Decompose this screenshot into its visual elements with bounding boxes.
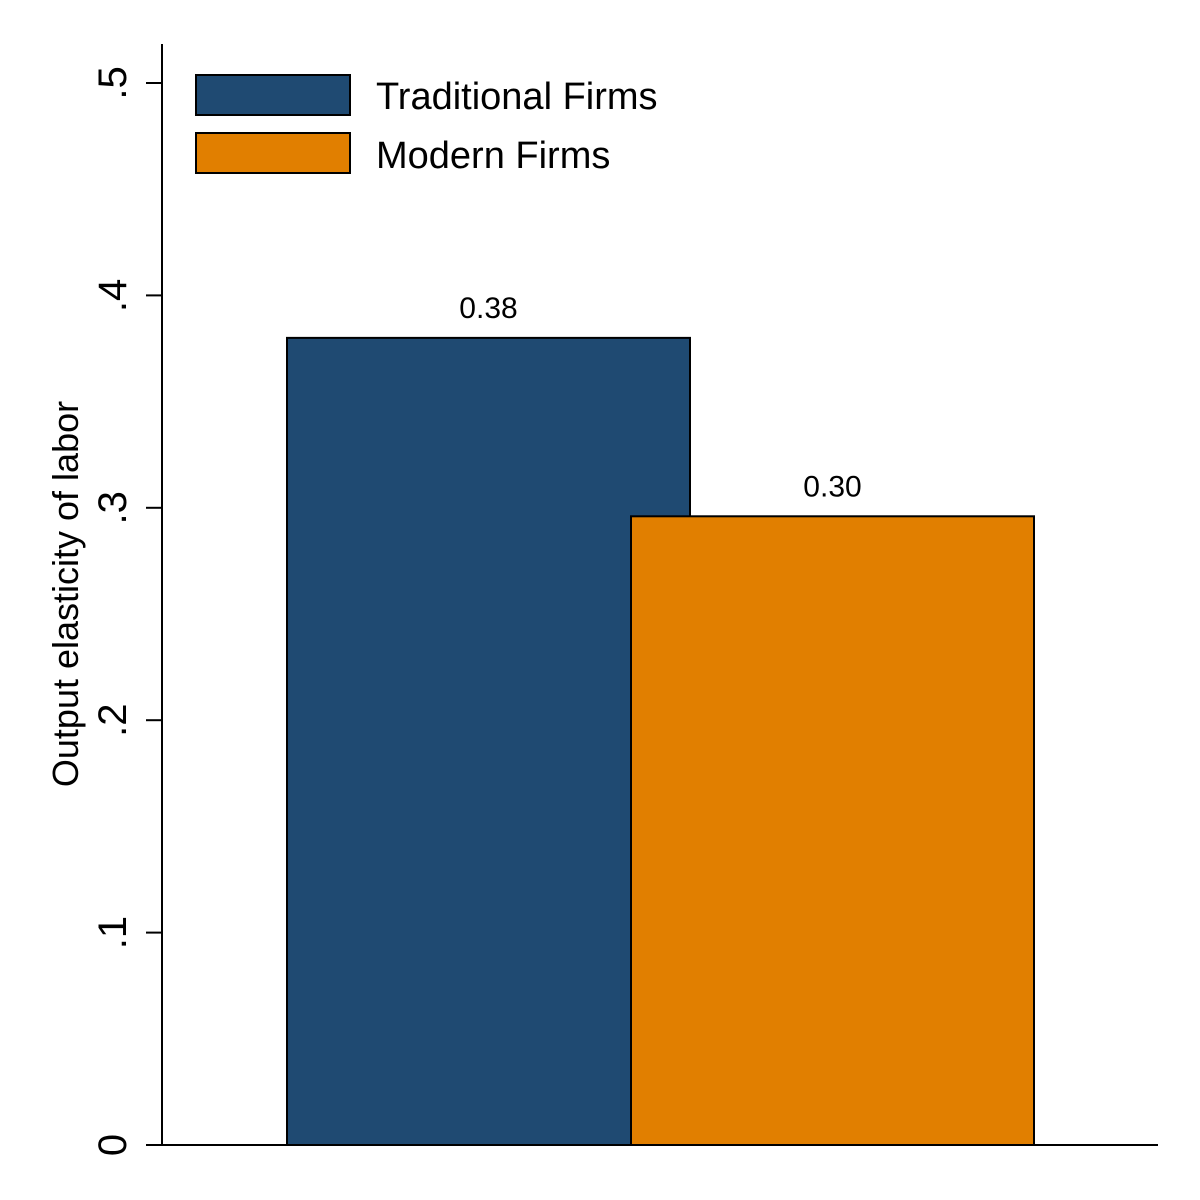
legend: Traditional Firms Modern Firms [195,74,658,177]
legend-label-traditional-firms: Traditional Firms [376,76,658,118]
axes: Output elasticity of labor [45,44,1158,1146]
y-tick-label: .1 [91,916,135,949]
bar-traditional-firms [286,336,691,1146]
y-tick-label: .3 [91,491,135,524]
data-label-traditional-firms: 0.38 [459,292,517,325]
bar-modern-firms [630,515,1035,1146]
y-tick-label: .5 [91,66,135,99]
data-label-modern-firms: 0.30 [803,470,861,503]
y-tick-label: .4 [91,279,135,312]
legend-swatch-modern-firms [195,132,351,174]
y-tick-label: 0 [91,1134,135,1156]
y-axis-title: Output elasticity of labor [45,401,86,787]
legend-swatch-traditional-firms [195,74,351,116]
y-ticks: 0 .1 .2 .3 .4 .5 [91,66,162,1156]
plot-area: 0.38 0.30 [286,292,1035,1146]
y-tick-label: .2 [91,704,135,737]
legend-label-modern-firms: Modern Firms [376,135,610,177]
